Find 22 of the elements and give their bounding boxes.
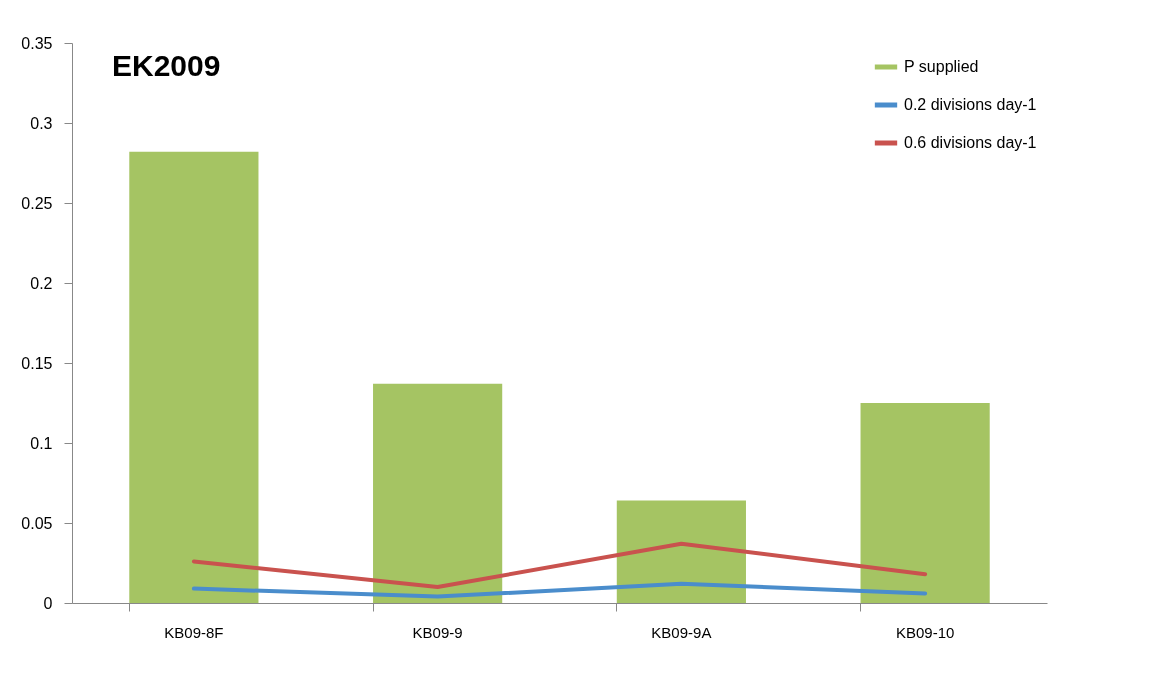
bar <box>616 500 746 603</box>
y-tick-label: 0.2 <box>30 274 53 292</box>
y-tick-label: 0.25 <box>21 194 53 212</box>
x-tick-label: KB09-9A <box>651 623 712 641</box>
y-tick-label: 0 <box>43 594 53 612</box>
legend-label: 0.6 divisions day-1 <box>904 134 1037 151</box>
bar <box>860 403 990 603</box>
x-tick-label: KB09-8F <box>164 623 224 641</box>
line-series <box>191 581 928 599</box>
line-series <box>191 541 928 589</box>
bar <box>129 151 259 603</box>
x-tick-label: KB09-9 <box>412 623 463 641</box>
bar <box>373 383 503 603</box>
x-tick-label: KB09-10 <box>895 623 955 641</box>
chart-title: EK2009 <box>112 49 221 82</box>
y-tick-label: 0.3 <box>30 114 53 132</box>
y-tick-label: 0.15 <box>21 354 53 372</box>
legend-label: 0.2 divisions day-1 <box>904 96 1037 113</box>
y-tick-label: 0.05 <box>21 514 53 532</box>
y-tick-label: 0.35 <box>21 34 53 52</box>
legend-label: P supplied <box>904 58 979 75</box>
y-tick-label: 0.1 <box>30 434 53 452</box>
